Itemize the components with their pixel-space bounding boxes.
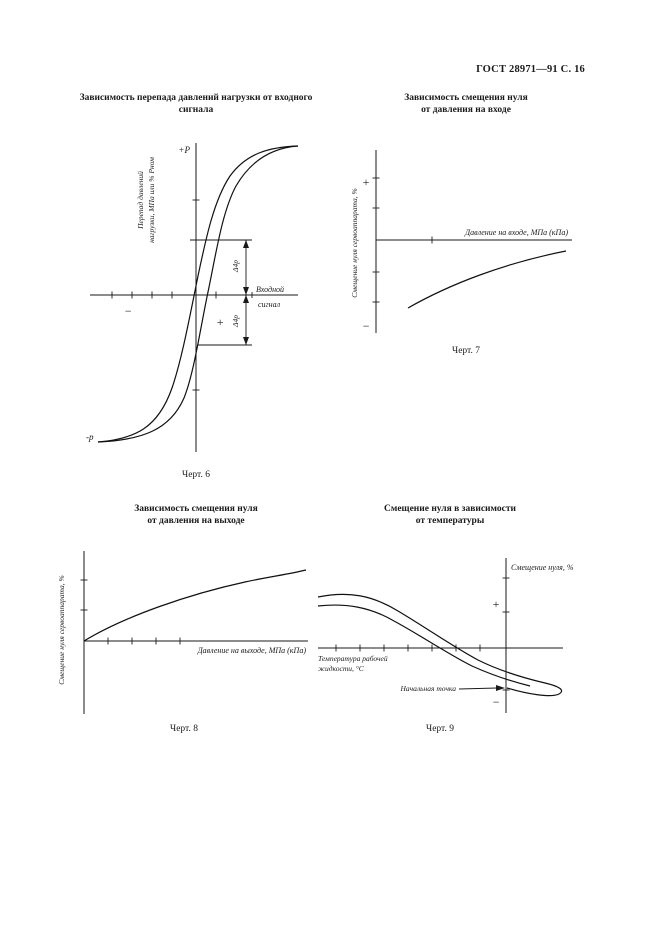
fig7-plot: + − Смещение нуля сервоаппарата, % Давле… <box>350 150 572 333</box>
fig8-curve <box>83 569 307 642</box>
fig8-plot: Смещение нуля сервоаппарата, % Давление … <box>57 551 308 714</box>
fig9-annotation-label: Начальная точка <box>399 684 456 693</box>
fig9-plus-sign: + <box>492 597 500 611</box>
fig7-curve <box>407 250 567 309</box>
fig6-y-min-label: -р <box>86 432 94 442</box>
fig7-title-line1: Зависимость смещения нуля <box>404 93 528 103</box>
fig8-title: Зависимость смещения нуля от давления на… <box>40 504 352 527</box>
fig7-title-line2: от давления на входе <box>421 104 511 115</box>
fig9-title-line1: Смещение нуля в зависимости <box>384 504 516 514</box>
fig7-y-axis-label: Смещение нуля сервоаппарата, % <box>350 188 359 297</box>
fig6-caption: Черт. 6 <box>182 470 210 480</box>
fig6-title-line2: сигнала <box>178 104 214 115</box>
fig9-caption: Черт. 9 <box>426 724 454 734</box>
fig6-arrowhead <box>243 240 249 248</box>
fig7-x-axis-label: Давление на входе, МПа (кПа) <box>464 228 568 237</box>
fig9-curve-lower-branch <box>317 604 531 687</box>
fig9-y-axis-label: Смещение нуля, % <box>511 563 574 572</box>
fig7-minus-sign: − <box>362 319 370 333</box>
fig8-title-line2: от давления на выходе <box>147 515 245 526</box>
fig6-y-axis-label-line2: нагрузки, МПа или % Рном <box>147 157 156 243</box>
fig8-title-line1: Зависимость смещения нуля <box>134 504 258 514</box>
fig6-dim-label-upper: Δ4р <box>231 260 240 273</box>
fig6-title: Зависимость перепада давлений нагрузки о… <box>40 93 352 116</box>
fig6-arrowhead <box>243 295 249 303</box>
fig9-minus-sign: − <box>492 695 500 709</box>
fig9-annotation-arrowhead <box>496 685 505 691</box>
fig6-plot: Δ4р Δ4р +Р -р Перепад давлений нагрузки,… <box>86 143 299 452</box>
fig7-title: Зависимость смещения нуля от давления на… <box>366 93 566 116</box>
fig9-plot: Смещение нуля, % + − Температура рабочей… <box>317 558 574 713</box>
fig9-curve-upper-branch <box>317 593 563 697</box>
fig6-dim-label-lower: Δ4р <box>231 315 240 328</box>
fig8-y-axis-label: Смещение нуля сервоаппарата, % <box>57 575 66 684</box>
fig6-arrowhead <box>243 337 249 345</box>
fig6-curve-right-branch <box>97 145 299 443</box>
fig6-curve-left-branch <box>97 145 299 443</box>
fig6-y-max-label: +Р <box>178 145 190 155</box>
fig8-x-axis-label: Давление на выходе, МПа (кПа) <box>197 646 307 655</box>
fig9-x-axis-label-line1: Температура рабочей <box>318 654 388 663</box>
fig6-minus-sign: − <box>124 304 132 318</box>
fig6-plus-sign: + <box>216 315 224 329</box>
fig6-title-line1: Зависимость перепада давлений нагрузки о… <box>79 93 313 103</box>
fig9-x-axis-label-line2: жидкости, °С <box>318 664 365 673</box>
fig9-title-line2: от температуры <box>415 515 485 526</box>
fig7-caption: Черт. 7 <box>452 346 480 356</box>
page-header: ГОСТ 28971—91 С. 16 <box>476 64 585 75</box>
fig6-x-axis-label-line1: Входной <box>256 285 284 294</box>
fig9-annotation-arrow <box>458 687 498 690</box>
fig7-plus-sign: + <box>362 175 370 189</box>
fig6-y-axis-label-line1: Перепад давлений <box>136 171 145 230</box>
fig8-caption: Черт. 8 <box>170 724 198 734</box>
fig6-arrowhead <box>243 287 249 295</box>
fig9-title: Смещение нуля в зависимости от температу… <box>340 504 560 527</box>
fig6-x-axis-label-line2: сигнал <box>258 300 281 309</box>
